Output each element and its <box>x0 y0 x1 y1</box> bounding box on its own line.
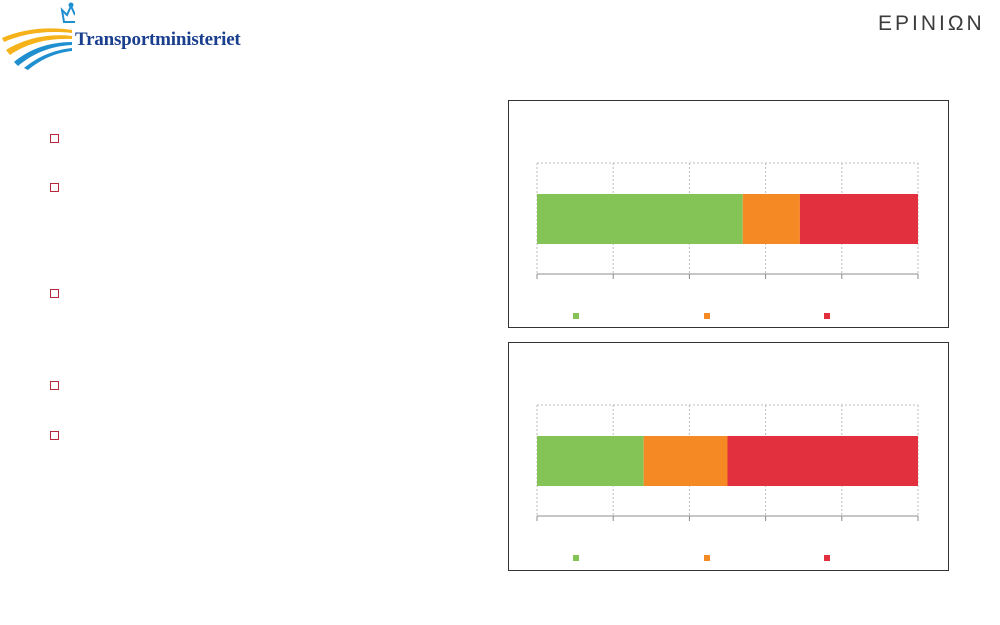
chart-panel-1 <box>508 100 949 328</box>
logo-swoosh-icon <box>2 2 76 70</box>
bullet-marker <box>50 431 59 440</box>
bar-segment <box>742 194 800 244</box>
legend-marker <box>573 313 579 319</box>
bullet-marker <box>50 183 59 192</box>
bar-segment <box>727 436 918 486</box>
legend-marker <box>704 313 710 319</box>
legend-marker <box>573 555 579 561</box>
logo-text: Transportministeriet <box>75 29 241 50</box>
bar-segment <box>537 436 644 486</box>
legend-marker <box>704 555 710 561</box>
bar-segment <box>537 194 743 244</box>
bar-segment <box>799 194 918 244</box>
stacked-bar-chart-2 <box>536 404 919 561</box>
bullet-marker <box>50 134 59 143</box>
bullet-marker <box>50 381 59 390</box>
bar-segment <box>643 436 728 486</box>
transportministeriet-logo: Transportministeriet <box>0 0 260 75</box>
crown-icon <box>60 2 76 23</box>
stacked-bar-chart-1 <box>536 162 919 319</box>
legend-marker <box>824 313 830 319</box>
legend-marker <box>824 555 830 561</box>
chart-panel-2 <box>508 342 949 571</box>
epinion-logo: EPINIΩN <box>878 12 985 35</box>
bullet-marker <box>50 289 59 298</box>
